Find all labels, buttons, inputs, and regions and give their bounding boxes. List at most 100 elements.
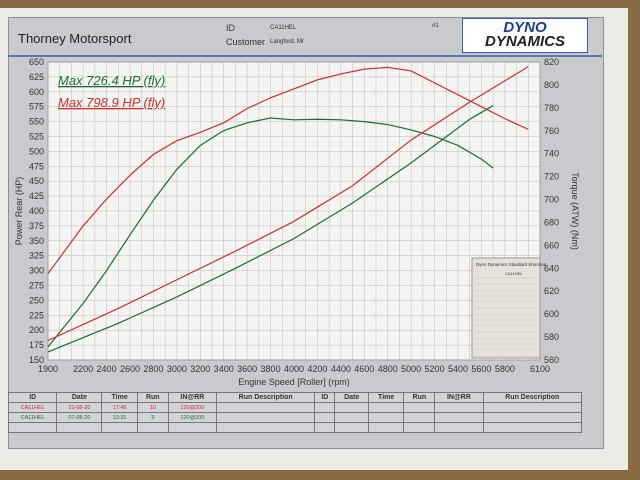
column-header: IN@RR — [434, 392, 484, 403]
torque-curve — [47, 66, 529, 342]
column-header: Time — [101, 392, 138, 403]
x-tick-label: 5800 — [495, 364, 515, 374]
table-cell — [101, 422, 138, 433]
y2-tick-label: 560 — [544, 355, 559, 365]
id-value: CA11HEL — [270, 25, 297, 31]
id-label: ID — [226, 23, 235, 33]
table-cell — [482, 412, 583, 423]
page-number: #1 — [432, 23, 439, 29]
y2-tick-label: 740 — [544, 149, 559, 159]
dyno-chart: 150 175 200 225 250 275 300 325 350 375 400 425 450 4… — [14, 57, 580, 387]
y-tick-label: 600 — [29, 87, 44, 97]
table-cell — [314, 422, 336, 433]
table-cell — [136, 422, 169, 433]
x-tick-label: 3400 — [214, 364, 234, 374]
column-header: Run — [136, 392, 169, 403]
report-header: Thorney Motorsport ID CA11HEL Customer L… — [8, 17, 602, 57]
table-cell — [215, 402, 316, 413]
x-tick-label: 5200 — [425, 364, 445, 374]
table-row: CA11HEL 21-08-20 17:48 10 120@200 — [7, 402, 583, 413]
y-tick-label: 400 — [29, 206, 44, 216]
y-tick-label: 325 — [29, 251, 44, 261]
table-cell — [334, 402, 369, 413]
table-cell — [334, 412, 369, 423]
y2-tick-label: 600 — [544, 309, 559, 319]
x-tick-label: 4000 — [284, 364, 304, 374]
column-header: IN@RR — [167, 392, 217, 403]
y-tick-label: 300 — [29, 266, 44, 276]
table-row — [7, 422, 583, 433]
table-row: CA11HEL 07-08-20 13:31 3 120@200 — [7, 412, 583, 423]
x-tick-label: 5600 — [471, 364, 491, 374]
run-table: ID Date Time Run IN@RR Run Description ID Date T… — [7, 392, 583, 433]
y-tick-label: 275 — [29, 281, 44, 291]
power-curve — [47, 117, 494, 348]
table-header-row: ID Date Time Run IN@RR Run Description ID Date T… — [7, 392, 583, 403]
table-cell — [314, 402, 336, 413]
table-cell: 21-08-20 — [56, 402, 103, 413]
y2-tick-label: 720 — [544, 172, 559, 182]
torque-curve — [47, 105, 494, 353]
x-tick-label: 5400 — [448, 364, 468, 374]
y-tick-label: 350 — [29, 236, 44, 246]
column-header: Run Description — [215, 392, 316, 403]
y-tick-label: 425 — [29, 191, 44, 201]
x-tick-label: 6100 — [530, 364, 550, 374]
table-cell — [314, 412, 336, 423]
y-tick-label: 200 — [29, 325, 44, 335]
y2-tick-label: 780 — [544, 103, 559, 113]
x-tick-label: 4200 — [307, 364, 327, 374]
y-tick-label: 450 — [29, 176, 44, 186]
table-cell: 120@200 — [167, 402, 217, 413]
table-cell — [482, 402, 583, 413]
column-header: Date — [56, 392, 103, 403]
table-cell — [367, 412, 405, 423]
table-cell — [367, 422, 405, 433]
y-axis-label: Power Rear (HP) — [14, 177, 24, 246]
table-cell: 13:31 — [101, 412, 138, 423]
stock-box-title: Dyno Dynamics Standard Shootout — [476, 262, 547, 267]
y-tick-label: 375 — [29, 221, 44, 231]
y2-tick-label: 640 — [544, 263, 559, 273]
table-cell — [367, 402, 405, 413]
logo-line2: DYNAMICS — [484, 33, 565, 50]
y-tick-label: 575 — [29, 102, 44, 112]
x-tick-label: 3600 — [237, 364, 257, 374]
table-cell — [403, 412, 436, 423]
column-header: Run Description — [482, 392, 583, 403]
y2-tick-label: 660 — [544, 240, 559, 250]
x-tick-label: 3000 — [167, 364, 187, 374]
x-axis-label: Engine Speed [Roller] (rpm) — [238, 377, 350, 387]
table-cell — [434, 402, 484, 413]
y2-tick-label: 760 — [544, 126, 559, 136]
y-tick-label: 150 — [29, 355, 44, 365]
table-cell — [167, 422, 217, 433]
table-cell — [215, 412, 316, 423]
table-cell — [434, 412, 484, 423]
column-header: Run — [403, 392, 436, 403]
power-curve — [47, 66, 529, 274]
y2-tick-label: 680 — [544, 217, 559, 227]
logo-line1: DYNO — [503, 19, 547, 36]
x-tick-label: 1900 — [38, 364, 58, 374]
table-cell — [215, 422, 316, 433]
column-header: Time — [367, 392, 405, 403]
table-cell: 120@200 — [167, 412, 217, 423]
y-tick-label: 625 — [29, 72, 44, 82]
y-tick-label: 475 — [29, 161, 44, 171]
table-cell: CA11HEL — [7, 402, 58, 413]
table-cell: 07-08-20 — [56, 412, 103, 423]
y2-tick-label: 700 — [544, 195, 559, 205]
legend-entry: Max 726.4 HP (fly) — [58, 73, 165, 88]
customer-value: Langford, Mr — [270, 39, 305, 45]
table-cell — [334, 422, 369, 433]
y2-tick-label: 580 — [544, 332, 559, 342]
column-header: Date — [334, 392, 369, 403]
column-header: ID — [314, 392, 336, 403]
y2-tick-label: 800 — [544, 80, 559, 90]
y-tick-label: 175 — [29, 340, 44, 350]
x-tick-label: 3800 — [261, 364, 281, 374]
column-header: ID — [7, 392, 58, 403]
table-cell — [56, 422, 103, 433]
y-tick-label: 500 — [29, 146, 44, 156]
